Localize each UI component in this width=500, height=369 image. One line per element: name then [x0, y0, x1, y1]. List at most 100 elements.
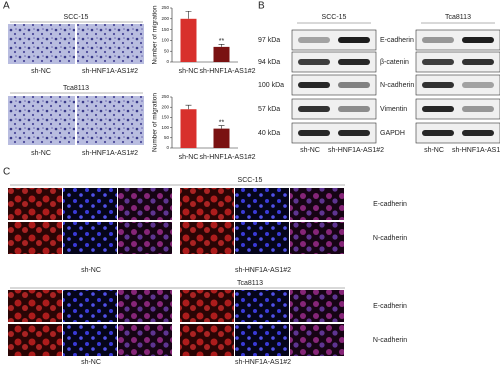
significance-mark: ** — [219, 38, 225, 45]
x-tick-label: sh-NC — [179, 68, 199, 75]
micrograph — [118, 290, 172, 322]
y-tick-label: 200 — [161, 104, 169, 109]
bar — [180, 18, 197, 62]
condition-label: sh-NC — [424, 147, 444, 154]
micrograph — [290, 222, 344, 254]
micrograph — [8, 188, 62, 220]
condition-label: sh-HNF1A-AS1#2 — [235, 359, 291, 366]
blot-box — [415, 98, 500, 120]
blot-band — [338, 59, 370, 65]
size-marker: 94 kDa — [258, 59, 280, 66]
blot-box — [415, 122, 500, 144]
blot-band — [462, 37, 494, 43]
blot-box — [415, 51, 500, 73]
y-tick-label: 200 — [161, 16, 169, 21]
protein-label: E-cadherin — [380, 37, 414, 44]
bar — [180, 109, 197, 148]
error-bar — [185, 104, 192, 110]
condition-label: sh-NC — [81, 267, 101, 274]
blot-box — [415, 29, 500, 51]
blot-box — [291, 74, 377, 96]
blot-box — [291, 98, 377, 120]
micrograph — [180, 290, 234, 322]
blot-band — [462, 82, 494, 88]
y-tick-label: 50 — [164, 48, 170, 53]
migration-image — [77, 96, 144, 145]
stain-label: N-cadherin — [373, 337, 407, 344]
micrograph — [63, 290, 117, 322]
blot-band — [422, 59, 454, 65]
micrograph — [235, 188, 289, 220]
blot-band — [298, 59, 330, 65]
micrograph — [118, 324, 172, 356]
blot-band — [338, 82, 370, 88]
condition-label: sh-HNF1A-AS1#2 — [328, 147, 384, 154]
micrograph — [235, 222, 289, 254]
protein-label: N-cadherin — [380, 82, 414, 89]
significance-mark: ** — [219, 119, 225, 126]
error-bar — [218, 43, 225, 47]
bar — [213, 46, 230, 62]
x-tick-label: sh-HNF1A-AS1#2 — [199, 154, 255, 161]
blot-band — [338, 130, 370, 136]
panel-label: B — [258, 1, 265, 12]
panel-label: A — [3, 1, 10, 12]
micrograph — [290, 188, 344, 220]
blot-band — [462, 106, 494, 112]
y-axis-label: Number of migration — [152, 93, 159, 152]
size-marker: 100 kDa — [258, 82, 284, 89]
micrograph — [118, 222, 172, 254]
micrograph — [290, 324, 344, 356]
size-marker: 97 kDa — [258, 37, 280, 44]
cell-line-title: SCC-15 — [322, 14, 347, 21]
y-tick-label: 100 — [161, 38, 169, 43]
blot-band — [422, 130, 454, 136]
protein-label: GAPDH — [380, 130, 405, 137]
micrograph — [63, 324, 117, 356]
condition-label: sh-HNF1A-AS1#2 — [82, 150, 138, 157]
y-tick-label: 0 — [166, 145, 169, 150]
y-tick-label: 150 — [161, 115, 169, 120]
blot-band — [462, 59, 494, 65]
blot-band — [422, 82, 454, 88]
cell-line-title: SCC-15 — [64, 14, 89, 21]
blot-box — [415, 74, 500, 96]
error-bar — [185, 10, 192, 19]
y-tick-label: 0 — [166, 59, 169, 64]
micrograph — [8, 324, 62, 356]
stain-label: N-cadherin — [373, 235, 407, 242]
cell-line-title: SCC-15 — [238, 177, 263, 184]
x-tick-label: sh-NC — [179, 154, 199, 161]
condition-label: sh-HNF1A-AS1#2 — [452, 147, 500, 154]
y-tick-label: 250 — [161, 94, 169, 99]
blot-box — [291, 51, 377, 73]
blot-band — [338, 106, 370, 112]
blot-band — [422, 106, 454, 112]
blot-band — [462, 130, 494, 136]
panel-label: C — [3, 167, 10, 178]
micrograph — [118, 188, 172, 220]
condition-label: sh-HNF1A-AS1#2 — [82, 68, 138, 75]
micrograph — [180, 188, 234, 220]
blot-band — [338, 37, 370, 43]
cell-line-title: Tca8113 — [445, 14, 471, 21]
micrograph — [180, 222, 234, 254]
micrograph — [63, 222, 117, 254]
blot-band — [298, 37, 330, 43]
micrograph — [8, 222, 62, 254]
x-tick-label: sh-HNF1A-AS1#2 — [199, 68, 255, 75]
blot-box — [291, 29, 377, 51]
cell-line-title: Tca8113 — [237, 280, 263, 287]
migration-image — [8, 96, 75, 145]
condition-label: sh-HNF1A-AS1#2 — [235, 267, 291, 274]
y-tick-label: 250 — [161, 5, 169, 10]
size-marker: 40 kDa — [258, 130, 280, 137]
condition-label: sh-NC — [300, 147, 320, 154]
error-bar — [218, 125, 225, 129]
y-tick-label: 50 — [164, 135, 170, 140]
condition-label: sh-NC — [31, 68, 51, 75]
micrograph — [180, 324, 234, 356]
micrograph — [8, 290, 62, 322]
blot-band — [298, 82, 330, 88]
